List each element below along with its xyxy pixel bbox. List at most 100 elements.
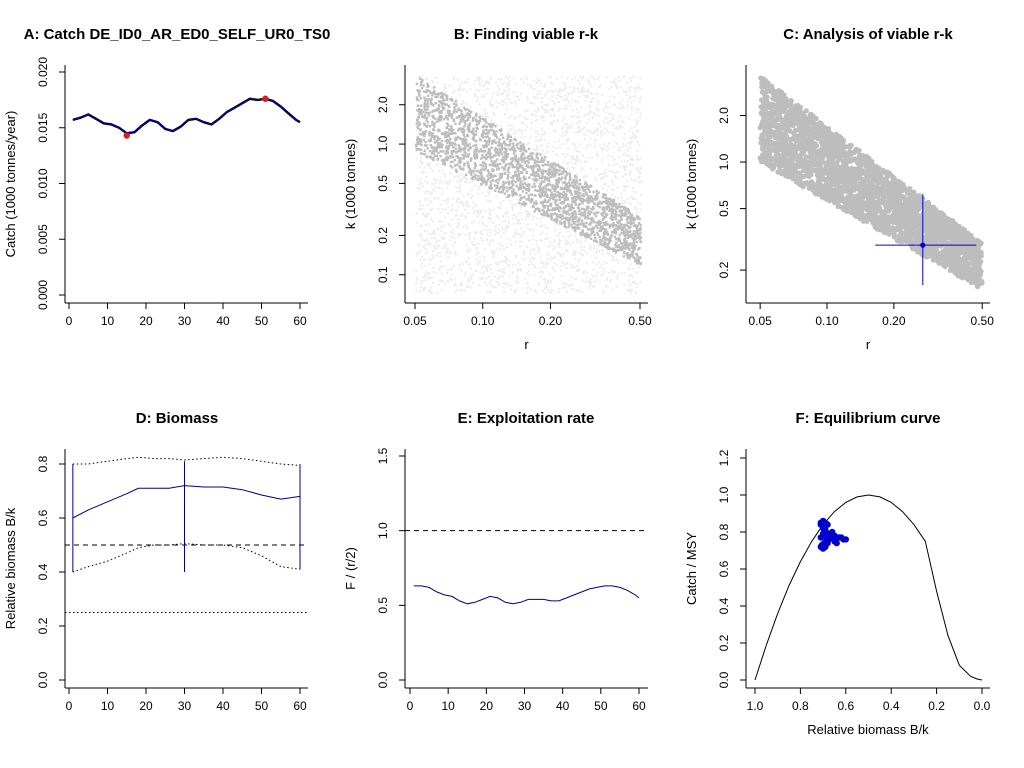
viable-rk-point [469,168,472,172]
rejected-rk-point [634,95,637,98]
viable-rk-point [503,192,506,195]
rejected-rk-point [621,104,624,107]
viable-rk-point [609,234,612,237]
viable-rk-point [516,163,519,167]
rejected-rk-point [616,278,619,281]
rejected-rk-point [483,265,486,267]
viable-rk-point [528,158,531,161]
rejected-rk-point [507,222,510,224]
viable-rk-point [454,132,457,135]
rejected-rk-point [526,287,529,290]
rejected-rk-point [536,223,539,226]
rejected-rk-point [529,257,532,260]
viable-rk-point [492,164,496,167]
rejected-rk-point [427,277,430,280]
viable-rk-point [625,242,629,245]
rejected-rk-point [504,113,507,115]
viable-rk-point [506,155,509,159]
rejected-rk-point [441,236,444,239]
rejected-rk-point [504,259,507,262]
rejected-rk-point [545,283,548,286]
viable-rk-point [435,150,438,153]
x-tick-label: 60 [293,314,307,328]
viable-rk-point [492,133,495,136]
viable-rk-point [626,216,629,219]
rejected-rk-point [629,141,632,144]
viable-rk-point [597,211,600,214]
viable-rk-point [418,123,422,126]
viable-rk-point [596,204,600,208]
rejected-rk-point [553,262,556,265]
viable-rk-point [509,139,512,143]
viable-rk-point [544,187,547,190]
rejected-rk-point [605,175,608,177]
rejected-rk-point [639,203,642,206]
rejected-rk-point [626,107,629,110]
viable-rk-point [491,169,494,173]
rejected-rk-point [505,97,508,100]
rejected-rk-point [506,215,509,218]
rejected-rk-point [441,187,444,190]
viable-rk-point [474,164,478,167]
viable-rk-point [481,167,484,170]
rejected-rk-point [420,182,423,185]
rejected-rk-point [496,91,499,94]
viable-rk-point [567,188,570,191]
viable-rk-point [584,182,587,185]
rejected-rk-point [610,80,613,83]
rejected-rk-point [429,243,432,246]
viable-rk-point [475,146,478,150]
viable-rk-point [565,182,569,186]
viable-rk-point [616,227,619,231]
viable-rk-point [496,163,499,166]
rejected-rk-point [539,233,542,235]
rejected-rk-point [540,106,543,109]
rejected-rk-point [635,286,638,289]
rejected-rk-point [531,113,534,116]
rejected-rk-point [617,76,620,79]
rejected-rk-point [628,267,631,270]
viable-rk-point [541,191,544,195]
viable-rk-point [573,220,576,224]
viable-rk-point [574,203,577,206]
rejected-rk-point [558,252,560,255]
rejected-rk-point [500,78,503,81]
viable-rk-point [457,128,460,131]
rejected-rk-point [513,116,516,119]
rejected-rk-point [604,117,607,120]
rejected-rk-point [637,201,639,204]
viable-rk-point [422,133,426,136]
viable-rk-point [435,154,439,157]
viable-rk-point [573,184,576,187]
rejected-rk-point [458,93,461,96]
viable-rk-point [589,233,592,236]
viable-rk-point [572,215,575,218]
viable-rk-point [418,112,421,116]
viable-rk-point [555,213,558,216]
viable-rk-point [455,103,458,106]
rejected-rk-point [506,211,509,214]
rejected-rk-point [421,207,424,210]
rejected-rk-point [539,139,541,142]
rejected-rk-point [542,120,545,123]
rejected-rk-point [477,263,480,266]
rejected-rk-point [425,252,427,255]
viable-rk-point [522,153,525,156]
rejected-rk-point [508,116,511,119]
rejected-rk-point [422,211,425,214]
rejected-rk-point [599,266,602,269]
viable-rk-point [471,129,475,132]
viable-rk-point [485,153,488,156]
viable-rk-point [446,122,449,125]
viable-rk-point [610,203,613,207]
viable-rk-point [549,165,552,168]
viable-rk-point [463,141,466,144]
rejected-rk-point [568,101,571,103]
rejected-rk-point [592,116,594,119]
viable-rk-point [522,176,526,179]
rejected-rk-point [494,121,497,124]
rejected-rk-point [465,260,467,263]
x-tick-label: 0.05 [403,314,427,328]
rejected-rk-point [525,272,528,275]
viable-rk-point [519,198,522,202]
